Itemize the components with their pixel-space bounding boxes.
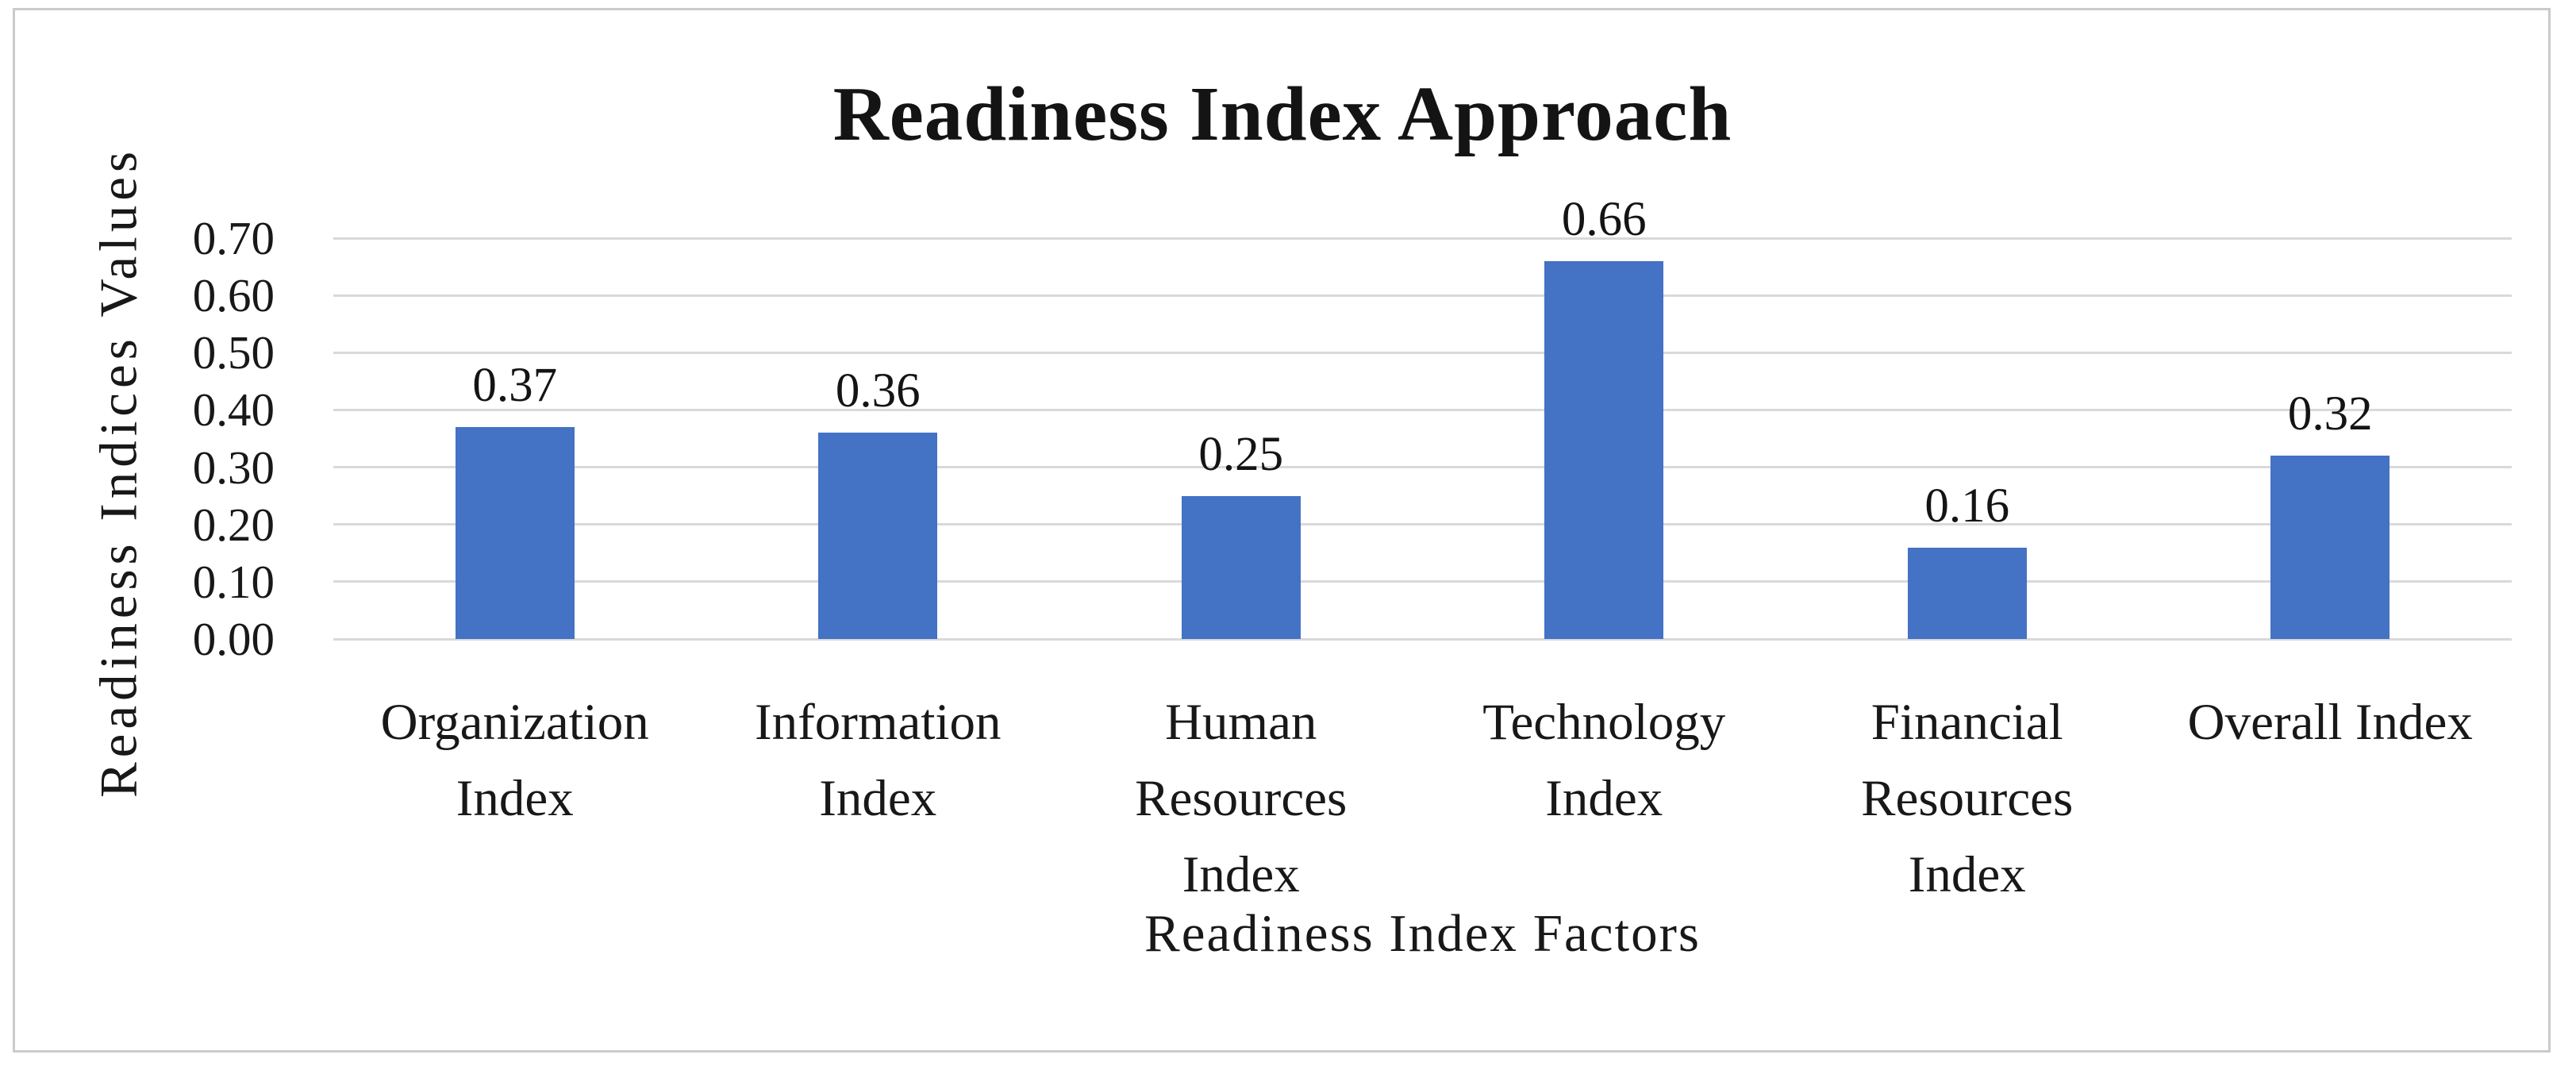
x-axis-title: Readiness Index Factors	[1144, 904, 1701, 963]
category-label-line: Index	[1545, 770, 1663, 827]
gridline-0.20	[333, 523, 2512, 526]
y-tick-label: 0.10	[192, 555, 275, 608]
chart-title: Readiness Index Approach	[832, 71, 1732, 156]
gridline-0.00	[333, 637, 2512, 641]
category-label-line: Index	[1908, 846, 2026, 903]
gridline-0.70	[333, 237, 2512, 240]
category-label: Human Resources Index	[1059, 684, 1423, 913]
bar-technology-index	[1544, 260, 1664, 639]
category-label-line: Information	[755, 694, 1002, 751]
bar-overall-index	[2270, 456, 2390, 639]
gridline-0.10	[333, 580, 2512, 583]
category-label: Information Index	[697, 684, 1060, 837]
gridline-0.30	[333, 466, 2512, 469]
bar-information-index	[818, 433, 938, 639]
plot-area: 0.37 0.36 0.25 0.66 0.16 0.32	[333, 193, 2512, 641]
category-label-line: Technology	[1482, 694, 1726, 751]
category-label: Organization Index	[333, 684, 697, 837]
bar-financial-resources-index	[1907, 547, 2027, 639]
gridline-0.50	[333, 351, 2512, 354]
category-label-line: Overall Index	[2187, 694, 2473, 751]
category-label-line: Human	[1165, 694, 1317, 751]
bar-value-label: 0.25	[1198, 427, 1284, 481]
y-tick-label: 0.70	[192, 212, 275, 264]
bar-human-resources-index	[1181, 495, 1301, 639]
y-tick-label: 0.20	[192, 498, 275, 551]
category-label-line: Resources	[1861, 770, 2074, 827]
bar-organization-index	[455, 427, 575, 639]
category-label-line: Index	[456, 770, 574, 827]
bar-value-label: 0.32	[2287, 387, 2373, 441]
y-tick-label: 0.00	[192, 613, 275, 665]
category-label-line: Resources	[1135, 770, 1348, 827]
category-label: Overall Index	[2149, 684, 2513, 760]
y-tick-label: 0.50	[192, 326, 275, 379]
category-label: Financial Resources Index	[1786, 684, 2149, 913]
category-label-line: Organization	[380, 694, 649, 751]
bar-value-label: 0.37	[472, 359, 558, 413]
category-label: Technology Index	[1423, 684, 1786, 837]
gridline-0.60	[333, 294, 2512, 297]
category-label-line: Financial	[1870, 694, 2063, 751]
category-label-line: Index	[819, 770, 937, 827]
y-tick-label: 0.60	[192, 269, 275, 322]
y-tick-label: 0.40	[192, 383, 275, 437]
bar-value-label: 0.66	[1561, 192, 1647, 246]
bar-value-label: 0.16	[1924, 479, 2010, 533]
bar-value-label: 0.36	[835, 364, 921, 418]
category-label-line: Index	[1182, 846, 1300, 903]
y-tick-label: 0.30	[192, 441, 275, 494]
gridline-0.40	[333, 408, 2512, 411]
